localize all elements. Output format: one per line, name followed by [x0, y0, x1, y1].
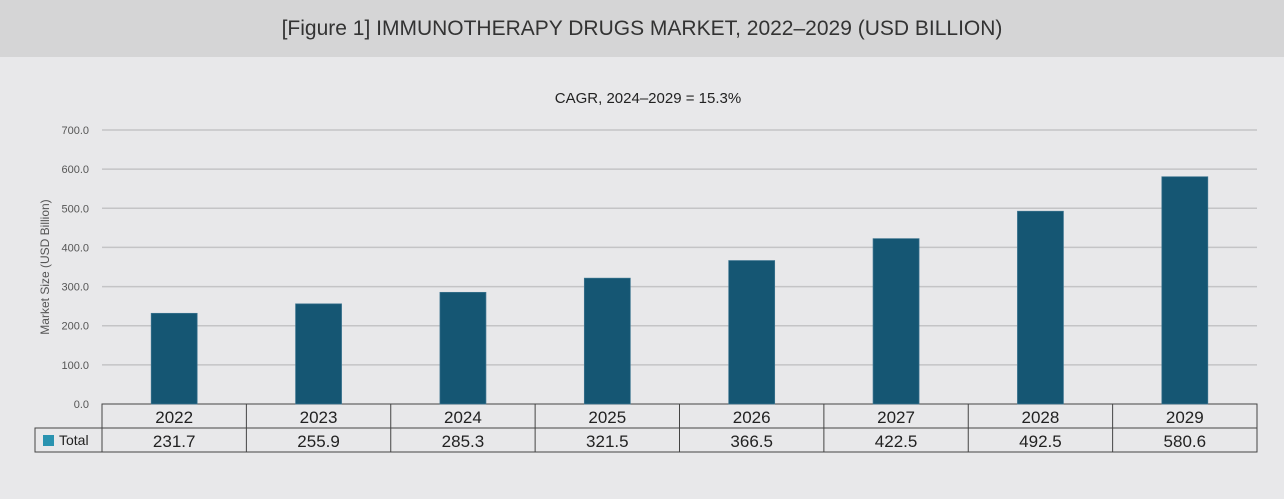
data-value-label: 492.5 [1019, 432, 1062, 451]
y-tick-label: 500.0 [61, 203, 89, 215]
table-data-row [34, 427, 1258, 453]
bar [728, 260, 776, 405]
x-category-label: 2022 [155, 408, 193, 427]
x-category-label: 2027 [877, 408, 915, 427]
bar [439, 291, 487, 405]
data-value-label: 231.7 [153, 432, 196, 451]
y-tick-label: 200.0 [61, 321, 89, 333]
chart-title: CAGR, 2024–2029 = 15.3% [555, 90, 741, 107]
y-tick-label: 400.0 [61, 242, 89, 254]
data-value-label: 321.5 [586, 432, 629, 451]
y-tick-label: 600.0 [61, 164, 89, 176]
x-category-label: 2025 [588, 408, 626, 427]
figure-header: [Figure 1] IMMUNOTHERAPY DRUGS MARKET, 2… [0, 0, 1284, 57]
x-category-label: 2024 [444, 408, 482, 427]
bar [583, 277, 631, 405]
data-value-label: 285.3 [442, 432, 485, 451]
x-category-label: 2029 [1166, 408, 1204, 427]
y-tick-label: 300.0 [61, 282, 89, 294]
bar [1161, 176, 1209, 405]
legend-swatch [43, 435, 54, 446]
data-value-label: 366.5 [730, 432, 773, 451]
y-tick-label: 0.0 [74, 399, 89, 411]
y-axis-label: Market Size (USD Billion) [38, 199, 52, 334]
data-value-label: 422.5 [875, 432, 918, 451]
data-value-label: 255.9 [297, 432, 340, 451]
y-tick-label: 700.0 [61, 125, 89, 137]
bar [295, 303, 342, 405]
legend-label: Total [59, 432, 89, 448]
x-category-label: 2023 [300, 408, 338, 427]
bar [150, 312, 198, 405]
bar [1017, 210, 1064, 405]
x-category-label: 2028 [1022, 408, 1060, 427]
x-category-label: 2026 [733, 408, 771, 427]
bar [872, 238, 920, 405]
y-tick-label: 100.0 [61, 360, 89, 372]
data-value-label: 580.6 [1164, 432, 1207, 451]
